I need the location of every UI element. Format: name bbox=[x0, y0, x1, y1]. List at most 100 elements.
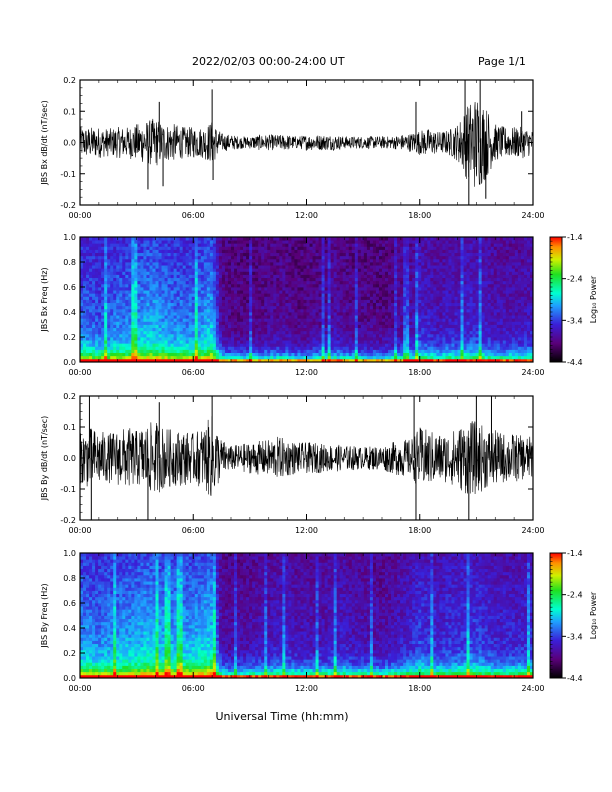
heatmap-cell bbox=[282, 318, 286, 322]
heatmap-cell bbox=[348, 265, 353, 269]
heatmap-cell bbox=[400, 330, 404, 335]
heatmap-cell bbox=[227, 308, 232, 313]
heatmap-cell bbox=[388, 277, 392, 282]
heatmap-cell bbox=[104, 321, 108, 325]
heatmap-cell bbox=[294, 287, 298, 291]
heatmap-cell bbox=[179, 252, 184, 257]
heatmap-cell bbox=[101, 299, 105, 304]
heatmap-cell bbox=[285, 346, 289, 350]
heatmap-cell bbox=[291, 280, 295, 285]
heatmap-cell bbox=[107, 265, 111, 269]
heatmap-cell bbox=[101, 277, 105, 282]
heatmap-cell bbox=[324, 252, 329, 257]
heatmap-cell bbox=[182, 268, 187, 272]
heatmap-cell bbox=[357, 321, 362, 325]
heatmap-cell bbox=[297, 287, 301, 291]
heatmap-cell bbox=[182, 258, 187, 263]
heatmap-cell bbox=[282, 355, 286, 360]
heatmap-cell bbox=[197, 349, 202, 354]
heatmap-cell bbox=[291, 352, 295, 357]
heatmap-cell bbox=[445, 299, 449, 304]
heatmap-cell bbox=[357, 349, 362, 354]
heatmap-cell bbox=[137, 287, 141, 291]
heatmap-cell bbox=[170, 265, 175, 269]
heatmap-cell bbox=[294, 327, 298, 332]
heatmap-cell bbox=[391, 280, 395, 285]
heatmap-cell bbox=[194, 296, 199, 300]
heatmap-cell bbox=[297, 330, 301, 335]
heatmap-cell bbox=[412, 324, 416, 329]
heatmap-cell bbox=[267, 355, 271, 360]
heatmap-cell bbox=[152, 246, 156, 250]
heatmap-cell bbox=[294, 312, 298, 316]
heatmap-cell bbox=[131, 277, 135, 282]
heatmap-cell bbox=[318, 355, 322, 360]
heatmap-cell bbox=[385, 249, 389, 254]
heatmap-cell bbox=[116, 340, 120, 344]
heatmap-cell bbox=[445, 321, 449, 325]
heatmap-cell bbox=[101, 252, 105, 257]
heatmap-cell bbox=[400, 277, 404, 282]
heatmap-cell bbox=[421, 262, 425, 266]
heatmap-cell bbox=[149, 346, 153, 350]
heatmap-cell bbox=[258, 277, 262, 282]
heatmap-cell bbox=[360, 343, 365, 347]
heatmap-cell bbox=[155, 246, 159, 250]
heatmap-cell bbox=[336, 243, 341, 247]
heatmap-cell bbox=[218, 287, 223, 291]
heatmap-cell bbox=[119, 343, 123, 347]
heatmap-cell bbox=[351, 283, 356, 288]
heatmap-cell bbox=[403, 324, 407, 329]
heatmap-cell bbox=[200, 330, 205, 335]
heatmap-cell bbox=[282, 268, 286, 272]
heatmap-cell bbox=[270, 321, 274, 325]
heatmap-cell bbox=[382, 330, 386, 335]
heatmap-cell bbox=[391, 237, 395, 241]
heatmap-cell bbox=[113, 318, 117, 322]
heatmap-cell bbox=[261, 318, 265, 322]
heatmap-cell bbox=[327, 277, 332, 282]
heatmap-cell bbox=[279, 268, 283, 272]
heatmap-cell bbox=[288, 243, 292, 247]
heatmap-cell bbox=[89, 330, 93, 335]
heatmap-cell bbox=[318, 249, 322, 254]
heatmap-cell bbox=[394, 308, 398, 313]
heatmap-cell bbox=[146, 237, 150, 241]
heatmap-cell bbox=[285, 290, 289, 294]
heatmap-cell bbox=[424, 293, 428, 297]
heatmap-cell bbox=[330, 296, 335, 300]
heatmap-cell bbox=[191, 293, 196, 297]
heatmap-cell bbox=[385, 333, 389, 338]
heatmap-cell bbox=[333, 287, 338, 291]
heatmap-cell bbox=[224, 330, 229, 335]
heatmap-cell bbox=[306, 308, 310, 313]
heatmap-cell bbox=[279, 327, 283, 332]
heatmap-cell bbox=[394, 349, 398, 354]
heatmap-cell bbox=[372, 240, 377, 244]
heatmap-cell bbox=[303, 252, 307, 257]
heatmap-cell bbox=[86, 337, 90, 341]
heatmap-cell bbox=[285, 262, 289, 266]
heatmap-cell bbox=[312, 340, 316, 344]
heatmap-cell bbox=[146, 243, 150, 247]
heatmap-cell bbox=[173, 346, 178, 350]
heatmap-cell bbox=[173, 321, 178, 325]
heatmap-cell bbox=[95, 280, 99, 285]
heatmap-cell bbox=[369, 240, 374, 244]
y-tick-label: 0.1 bbox=[63, 107, 76, 116]
heatmap-cell bbox=[107, 243, 111, 247]
heatmap-cell bbox=[276, 268, 280, 272]
heatmap-cell bbox=[388, 283, 392, 288]
heatmap-cell bbox=[104, 333, 108, 338]
heatmap-cell bbox=[246, 330, 250, 335]
heatmap-cell bbox=[345, 249, 350, 254]
heatmap-cell bbox=[363, 262, 368, 266]
heatmap-cell bbox=[424, 262, 428, 266]
heatmap-cell bbox=[194, 302, 199, 307]
heatmap-cell bbox=[206, 305, 211, 310]
heatmap-cell bbox=[306, 271, 310, 275]
heatmap-cell bbox=[86, 346, 90, 350]
heatmap-cell bbox=[388, 299, 392, 304]
heatmap-cell bbox=[116, 302, 120, 307]
heatmap-cell bbox=[200, 258, 205, 263]
